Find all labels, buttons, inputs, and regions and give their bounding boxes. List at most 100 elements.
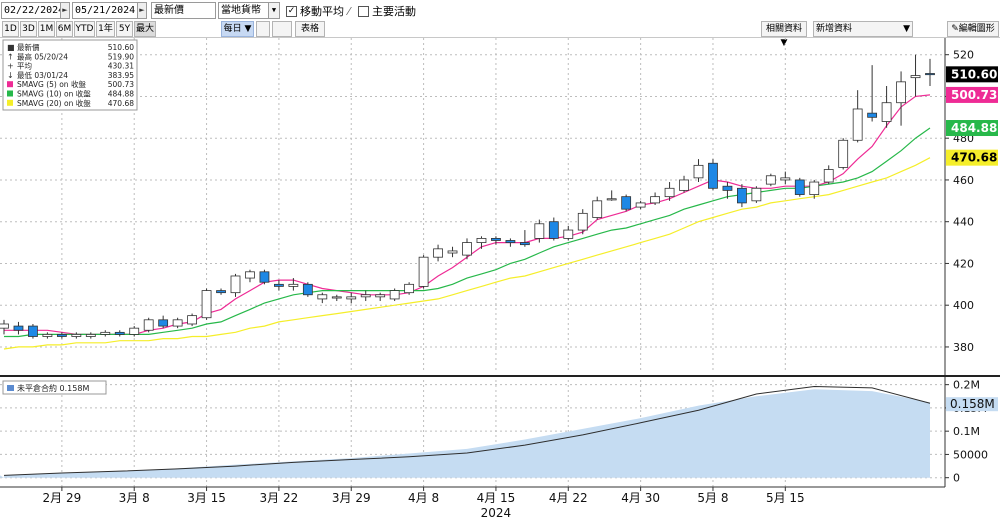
candle-body bbox=[173, 320, 182, 326]
candle-body bbox=[752, 188, 761, 201]
frequency-label: 每日 bbox=[224, 24, 242, 34]
period-button-7[interactable]: 最大 bbox=[134, 21, 156, 37]
price-field-value: 最新價 bbox=[154, 5, 184, 16]
start-date-field[interactable]: 02/22/2024 bbox=[1, 2, 61, 19]
candle-body bbox=[289, 284, 298, 286]
key-events-toggle[interactable]: 主要活動 bbox=[358, 3, 416, 19]
candle-body bbox=[28, 326, 37, 336]
candle-body bbox=[795, 180, 804, 195]
add-data-button[interactable]: 新增資料 ▼ bbox=[813, 21, 913, 37]
candle-body bbox=[434, 249, 443, 257]
checkbox-unchecked-icon[interactable] bbox=[358, 6, 369, 17]
candle-body bbox=[376, 295, 385, 297]
add-data-label: 新增資料 bbox=[816, 24, 852, 34]
candle-body bbox=[680, 180, 689, 190]
moving-average-toggle[interactable]: ✓ 移動平均 ⁄ bbox=[286, 3, 350, 19]
oi-legend: 未平倉合約 0.158M bbox=[3, 381, 106, 394]
candle-body bbox=[419, 257, 428, 286]
price-field-select[interactable]: 最新價 bbox=[151, 2, 216, 19]
start-date-arrow-icon[interactable]: ► bbox=[61, 2, 70, 19]
period-button-2[interactable]: 1M bbox=[38, 21, 55, 37]
candle-body bbox=[217, 291, 226, 293]
x-tick-label: 4月 8 bbox=[408, 491, 439, 505]
candle-body bbox=[911, 76, 920, 78]
candle-body bbox=[231, 276, 240, 293]
candle-body bbox=[926, 73, 935, 74]
candle-body bbox=[636, 203, 645, 207]
candle-body bbox=[766, 176, 775, 184]
y-tick-label: 460 bbox=[953, 174, 974, 187]
candle-body bbox=[593, 201, 602, 218]
x-tick-label: 5月 15 bbox=[766, 491, 805, 505]
oi-legend-text: 未平倉合約 0.158M bbox=[17, 383, 89, 393]
candle-body bbox=[332, 297, 341, 298]
chart-type-button[interactable] bbox=[256, 21, 270, 37]
candle-body bbox=[839, 140, 848, 167]
last-value-text-0: 510.60 bbox=[951, 67, 997, 81]
legend-value: 430.31 bbox=[108, 62, 134, 71]
y-tick-label: 520 bbox=[953, 49, 974, 62]
candle-body bbox=[361, 295, 370, 297]
price-chart[interactable]: 未平倉合約 0.158M 3804004204404604805005202月 … bbox=[0, 38, 1000, 520]
period-button-3[interactable]: 6M bbox=[56, 21, 73, 37]
period-buttons: 1D 3D 1M 6M YTD 1年 5Y 最大 bbox=[1, 21, 156, 37]
x-tick-label: 4月 30 bbox=[621, 491, 660, 505]
candle-body bbox=[130, 328, 139, 334]
candle-body bbox=[535, 224, 544, 239]
candle-body bbox=[520, 243, 529, 245]
period-button-5[interactable]: 1年 bbox=[96, 21, 115, 37]
candle-body bbox=[723, 186, 732, 190]
candle-body bbox=[506, 240, 515, 242]
currency-select[interactable]: 當地貨幣 ▼ bbox=[218, 2, 280, 19]
legend-label: 最高 05/20/24 bbox=[17, 51, 68, 61]
candle-body bbox=[607, 199, 616, 200]
period-button-0[interactable]: 1D bbox=[2, 21, 19, 37]
checkbox-checked-icon[interactable]: ✓ bbox=[286, 6, 297, 17]
candle-body bbox=[477, 238, 486, 242]
sma-line-0 bbox=[4, 95, 930, 335]
oi-y-tick-label: 50000 bbox=[953, 448, 988, 461]
candle-body bbox=[115, 332, 124, 334]
legend-value: 519.90 bbox=[108, 52, 134, 61]
period-button-1[interactable]: 3D bbox=[20, 21, 37, 37]
x-tick-label: 3月 8 bbox=[119, 491, 150, 505]
oi-y-tick-label: 0 bbox=[953, 472, 960, 485]
legend-value: 484.88 bbox=[108, 90, 134, 99]
plus-marker-icon: + bbox=[7, 62, 14, 71]
legend-value: 383.95 bbox=[108, 71, 134, 80]
x-tick-label: 3月 29 bbox=[332, 491, 371, 505]
edit-chart-label: 編輯圖形 bbox=[959, 24, 995, 34]
chevron-down-icon[interactable]: ▼ bbox=[268, 3, 279, 19]
up-arrow-marker-icon: ↑ bbox=[7, 52, 14, 61]
key-events-label: 主要活動 bbox=[372, 3, 416, 19]
period-button-6[interactable]: 5Y bbox=[116, 21, 133, 37]
y-tick-label: 420 bbox=[953, 257, 974, 270]
y-tick-label: 380 bbox=[953, 341, 974, 354]
frequency-select[interactable]: 每日 ▼ bbox=[221, 21, 254, 37]
candle-body bbox=[564, 230, 573, 238]
y-tick-label: 400 bbox=[953, 299, 974, 312]
candle-body bbox=[159, 320, 168, 326]
oi-y-tick-label: 0.2M bbox=[953, 379, 980, 392]
candle-body bbox=[14, 326, 23, 330]
end-date-field[interactable]: 05/21/2024 bbox=[72, 2, 138, 19]
related-data-button[interactable]: 相關資料 ▼ bbox=[761, 21, 807, 37]
end-date-arrow-icon[interactable]: ► bbox=[138, 2, 147, 19]
pen-icon[interactable]: ⁄ bbox=[348, 5, 350, 18]
candle-body bbox=[549, 222, 558, 239]
legend-label: SMAVG (20) on 收盤 bbox=[17, 98, 91, 108]
legend-label: SMAVG (5) on 收盤 bbox=[17, 79, 86, 89]
candle-body bbox=[188, 316, 197, 324]
open-interest-area bbox=[0, 389, 930, 477]
period-button-4[interactable]: YTD bbox=[74, 21, 95, 37]
chart-settings-button[interactable] bbox=[272, 21, 292, 37]
open-interest-panel: 未平倉合約 0.158M bbox=[0, 381, 945, 478]
candle-body bbox=[622, 197, 631, 210]
edit-chart-button[interactable]: ✎編輯圖形 bbox=[947, 21, 999, 37]
oi-y-tick-label: 0.1M bbox=[953, 425, 980, 438]
candle-body bbox=[72, 334, 81, 336]
panel-divider bbox=[0, 375, 1000, 377]
candle-body bbox=[43, 334, 52, 336]
table-button[interactable]: 表格 bbox=[295, 21, 325, 37]
x-tick-label: 5月 8 bbox=[697, 491, 728, 505]
